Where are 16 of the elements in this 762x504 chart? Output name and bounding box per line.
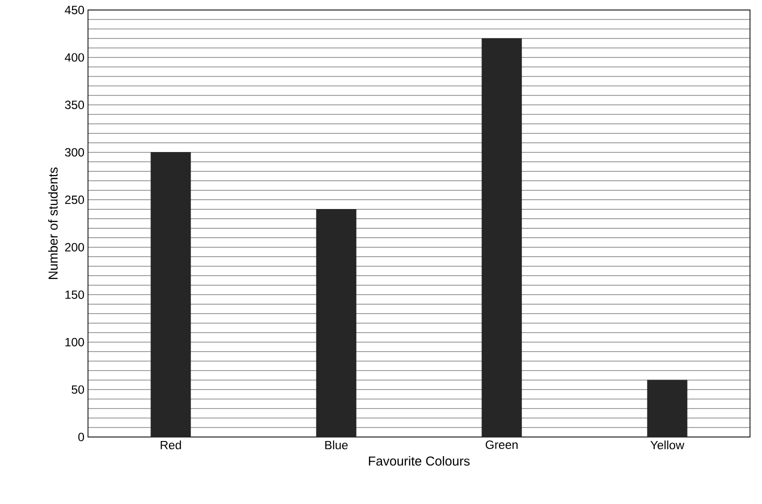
y-tick-label: 200 [65, 242, 84, 252]
x-axis-title: Favourite Colours [368, 456, 470, 466]
x-tick-label: Blue [325, 440, 348, 450]
x-tick-label: Green [486, 440, 518, 449]
y-tick-label: 0 [78, 432, 84, 442]
y-tick-label: 100 [65, 338, 84, 346]
y-tick-label: 450 [64, 6, 84, 14]
x-tick-label: Red [160, 440, 181, 450]
y-tick-label: 250 [65, 196, 84, 204]
y-tick-label: 300 [64, 148, 84, 157]
y-axis-title: Number of students [48, 167, 58, 279]
x-tick-label: Yellow [650, 440, 684, 450]
y-tick-label: 150 [65, 290, 84, 299]
y-tick-label: 400 [64, 53, 84, 62]
y-tick-label: 50 [72, 385, 84, 394]
y-tick-label: 350 [64, 100, 84, 110]
